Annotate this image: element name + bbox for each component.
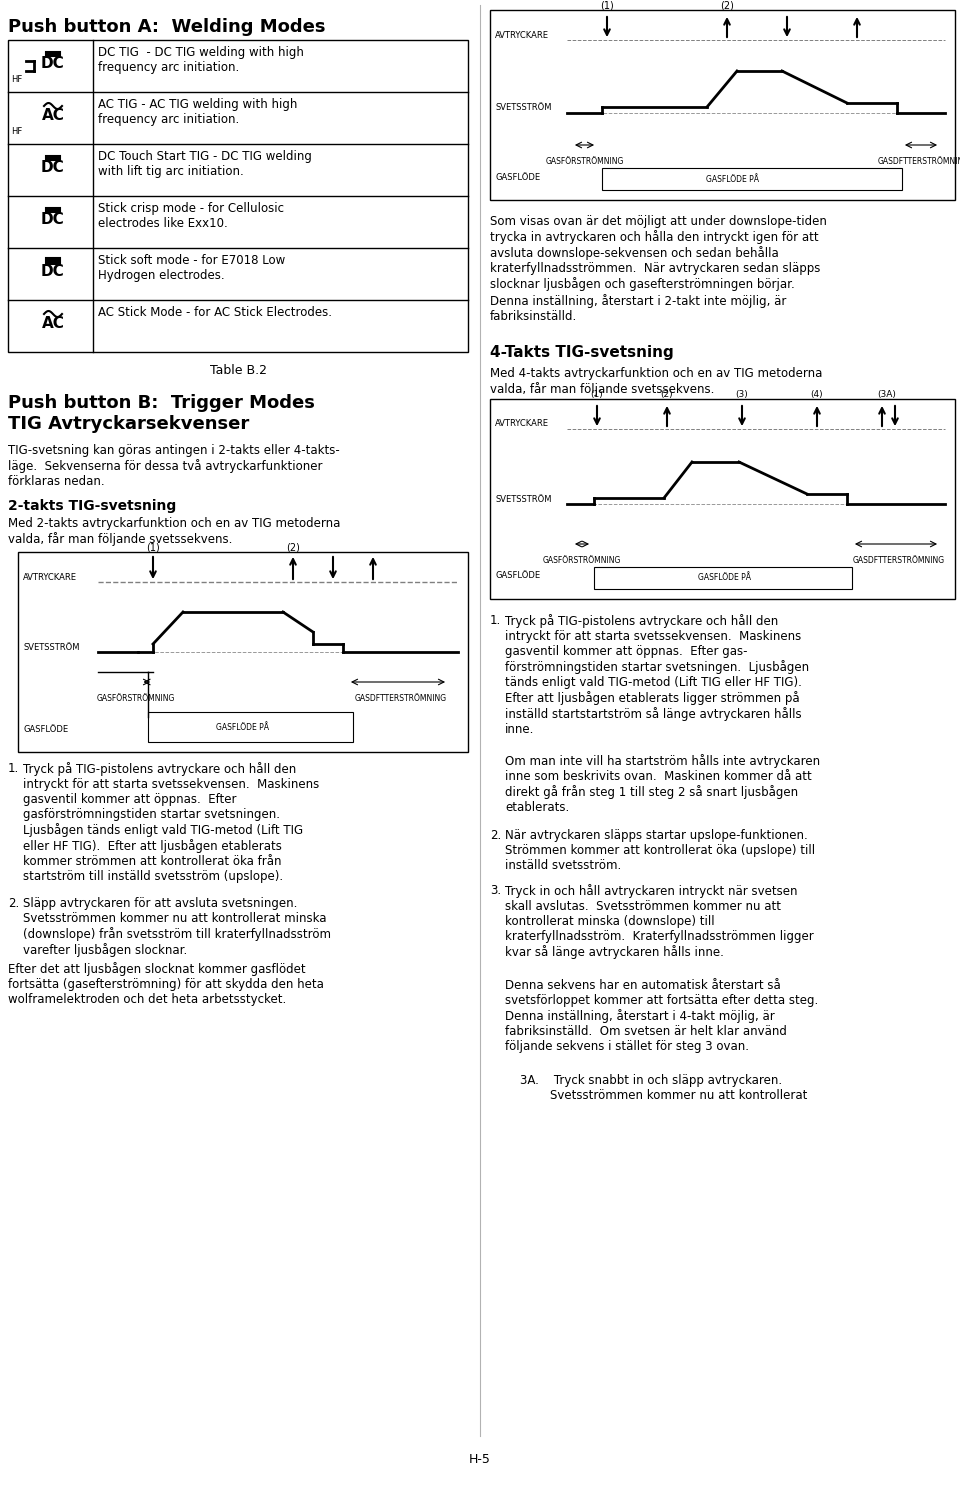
Text: Som visas ovan är det möjligt att under downslope-tiden
trycka in avtryckaren oc: Som visas ovan är det möjligt att under … [490,215,827,322]
Text: Push button B:  Trigger Modes
TIG Avtryckarsekvenser: Push button B: Trigger Modes TIG Avtryck… [8,394,315,432]
Text: (3): (3) [735,389,749,400]
Text: SVETSSTRÖM: SVETSSTRÖM [495,104,551,113]
Text: GASFÖRSTRÖMNING: GASFÖRSTRÖMNING [542,556,621,565]
Text: GASFLÖDE: GASFLÖDE [23,725,68,734]
Bar [594,568,852,588]
Bar [602,168,902,190]
Text: Push button A:  Welding Modes: Push button A: Welding Modes [8,18,325,36]
Text: AC Stick Mode - for AC Stick Electrodes.: AC Stick Mode - for AC Stick Electrodes. [98,306,332,319]
Text: GASFLÖDE: GASFLÖDE [495,172,540,181]
Text: DC TIG  - DC TIG welding with high
frequency arc initiation.: DC TIG - DC TIG welding with high freque… [98,46,304,74]
Text: 3.: 3. [490,884,501,898]
Bar [490,400,955,599]
Text: (2): (2) [286,542,300,551]
Text: DC: DC [41,56,65,71]
Text: 2.: 2. [8,898,19,909]
Text: GASDFTTERSTRÖMNING: GASDFTTERSTRÖMNING [852,556,945,565]
Text: DC: DC [41,212,65,227]
Text: Med 4-takts avtryckarfunktion och en av TIG metoderna
valda, får man följande sv: Med 4-takts avtryckarfunktion och en av … [490,367,823,397]
Text: 3A.    Tryck snabbt in och släpp avtryckaren.
        Svetsströmmen kommer nu at: 3A. Tryck snabbt in och släpp avtryckare… [520,1074,807,1103]
Text: AC: AC [41,108,64,123]
Text: När avtryckaren släpps startar upslope-funktionen.
Strömmen kommer att kontrolle: När avtryckaren släpps startar upslope-f… [505,829,815,872]
Text: (3A): (3A) [877,389,897,400]
Text: GASFLÖDE PÅ: GASFLÖDE PÅ [217,722,270,731]
Text: 1.: 1. [8,762,19,776]
Text: Tryck på TIG-pistolens avtryckare och håll den
intryckt för att starta svetssekv: Tryck på TIG-pistolens avtryckare och hå… [23,762,320,883]
Text: 1.: 1. [490,614,501,627]
Text: TIG-svetsning kan göras antingen i 2-takts eller 4-takts-
läge.  Sekvenserna för: TIG-svetsning kan göras antingen i 2-tak… [8,444,340,489]
Text: (4): (4) [810,389,824,400]
Text: DC: DC [41,160,65,175]
Text: H-5: H-5 [469,1453,491,1467]
Text: Stick soft mode - for E7018 Low
Hydrogen electrodes.: Stick soft mode - for E7018 Low Hydrogen… [98,254,285,282]
Text: HF: HF [11,74,22,85]
Text: Table B.2: Table B.2 [209,364,267,377]
Text: 4-Takts TIG-svetsning: 4-Takts TIG-svetsning [490,345,674,360]
Bar [148,712,353,742]
Text: GASFLÖDE PÅ: GASFLÖDE PÅ [706,174,758,183]
Text: Efter det att ljusbågen slocknat kommer gasflödet
fortsätta (gasefterströmning) : Efter det att ljusbågen slocknat kommer … [8,961,324,1006]
Text: AC: AC [41,317,64,331]
Text: AVTRYCKARE: AVTRYCKARE [495,31,549,40]
Text: (2): (2) [720,0,734,10]
Text: 2-takts TIG-svetsning: 2-takts TIG-svetsning [8,499,177,513]
Text: AC TIG - AC TIG welding with high
frequency arc initiation.: AC TIG - AC TIG welding with high freque… [98,98,298,126]
Text: SVETSSTRÖM: SVETSSTRÖM [23,642,80,651]
Text: (1): (1) [590,389,604,400]
Text: AVTRYCKARE: AVTRYCKARE [495,419,549,428]
Text: (1): (1) [146,542,160,551]
Text: Släpp avtryckaren för att avsluta svetsningen.
Svetsströmmen kommer nu att kontr: Släpp avtryckaren för att avsluta svetsn… [23,898,331,957]
Text: Tryck på TIG-pistolens avtryckare och håll den
intryckt för att starta svetssekv: Tryck på TIG-pistolens avtryckare och hå… [505,614,809,737]
Text: AVTRYCKARE: AVTRYCKARE [23,572,77,581]
Text: DC Touch Start TIG - DC TIG welding
with lift tig arc initiation.: DC Touch Start TIG - DC TIG welding with… [98,150,312,178]
Text: Tryck in och håll avtryckaren intryckt när svetsen
skall avslutas.  Svetsströmme: Tryck in och håll avtryckaren intryckt n… [505,884,814,958]
Bar [18,551,468,752]
Text: GASDFTTERSTRÖMNING: GASDFTTERSTRÖMNING [354,694,446,703]
Bar [8,40,468,352]
Text: GASDFTTERSTRÖMNING: GASDFTTERSTRÖMNING [877,158,960,166]
Bar [490,10,955,201]
Text: DC: DC [41,265,65,279]
Text: Med 2-takts avtryckarfunktion och en av TIG metoderna
valda, får man följande sv: Med 2-takts avtryckarfunktion och en av … [8,517,341,547]
Text: Denna sekvens har en automatisk återstart så
svetsförloppet kommer att fortsätta: Denna sekvens har en automatisk återstar… [505,979,818,1054]
Text: SVETSSTRÖM: SVETSSTRÖM [495,495,551,504]
Text: (1): (1) [600,0,613,10]
Text: GASFLÖDE: GASFLÖDE [495,572,540,581]
Text: HF: HF [11,126,22,137]
Text: Stick crisp mode - for Cellulosic
electrodes like Exx10.: Stick crisp mode - for Cellulosic electr… [98,202,284,230]
Text: (2): (2) [660,389,673,400]
Text: GASFÖRSTRÖMNING: GASFÖRSTRÖMNING [545,158,624,166]
Text: GASFÖRSTRÖMNING: GASFÖRSTRÖMNING [96,694,175,703]
Text: Om man inte vill ha startström hålls inte avtryckaren
inne som beskrivits ovan. : Om man inte vill ha startström hålls int… [505,753,820,814]
Text: GASFLÖDE PÅ: GASFLÖDE PÅ [698,574,751,583]
Text: 2.: 2. [490,829,501,843]
